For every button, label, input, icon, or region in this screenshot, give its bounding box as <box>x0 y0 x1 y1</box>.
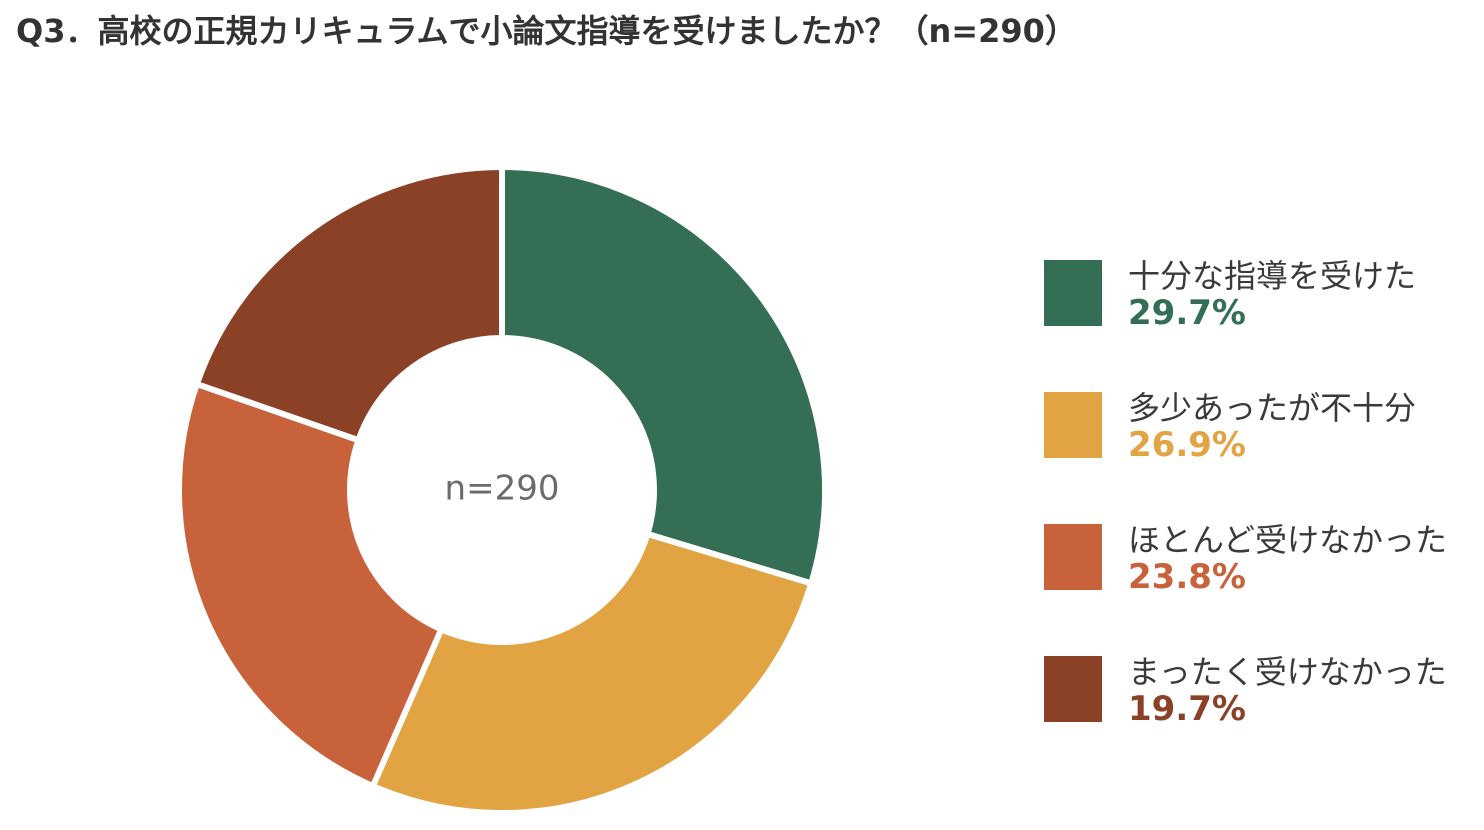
legend-item: ほとんど受けなかった 23.8% <box>1044 521 1474 596</box>
legend-swatch <box>1044 524 1102 590</box>
chart-title: Q3．高校の正規カリキュラムで小論文指導を受けましたか？（n=290） <box>16 12 1077 50</box>
legend-label: ほとんど受けなかった <box>1128 521 1448 559</box>
legend-value: 19.7% <box>1128 689 1246 729</box>
donut-slice <box>176 380 446 791</box>
legend-swatch <box>1044 392 1102 458</box>
legend-value: 26.9% <box>1128 425 1246 465</box>
legend: 十分な指導を受けた 29.7% 多少あったが不十分 26.9% ほとんど受けなか… <box>1044 258 1474 786</box>
legend-value: 23.8% <box>1128 557 1246 597</box>
donut-slice <box>193 163 505 444</box>
legend-label: 十分な指導を受けた <box>1128 257 1417 295</box>
donut-slice <box>499 163 828 588</box>
donut-center-label: n=290 <box>445 469 560 509</box>
legend-swatch <box>1044 656 1102 722</box>
legend-item: まったく受けなかった 19.7% <box>1044 653 1474 728</box>
legend-label: 多少あったが不十分 <box>1128 389 1417 427</box>
donut-slices <box>176 163 828 816</box>
legend-item: 多少あったが不十分 26.9% <box>1044 389 1474 464</box>
legend-label: まったく受けなかった <box>1128 653 1447 691</box>
donut-slice <box>368 530 815 816</box>
legend-value: 29.7% <box>1128 293 1246 333</box>
legend-item: 十分な指導を受けた 29.7% <box>1044 257 1474 332</box>
legend-swatch <box>1044 260 1102 326</box>
